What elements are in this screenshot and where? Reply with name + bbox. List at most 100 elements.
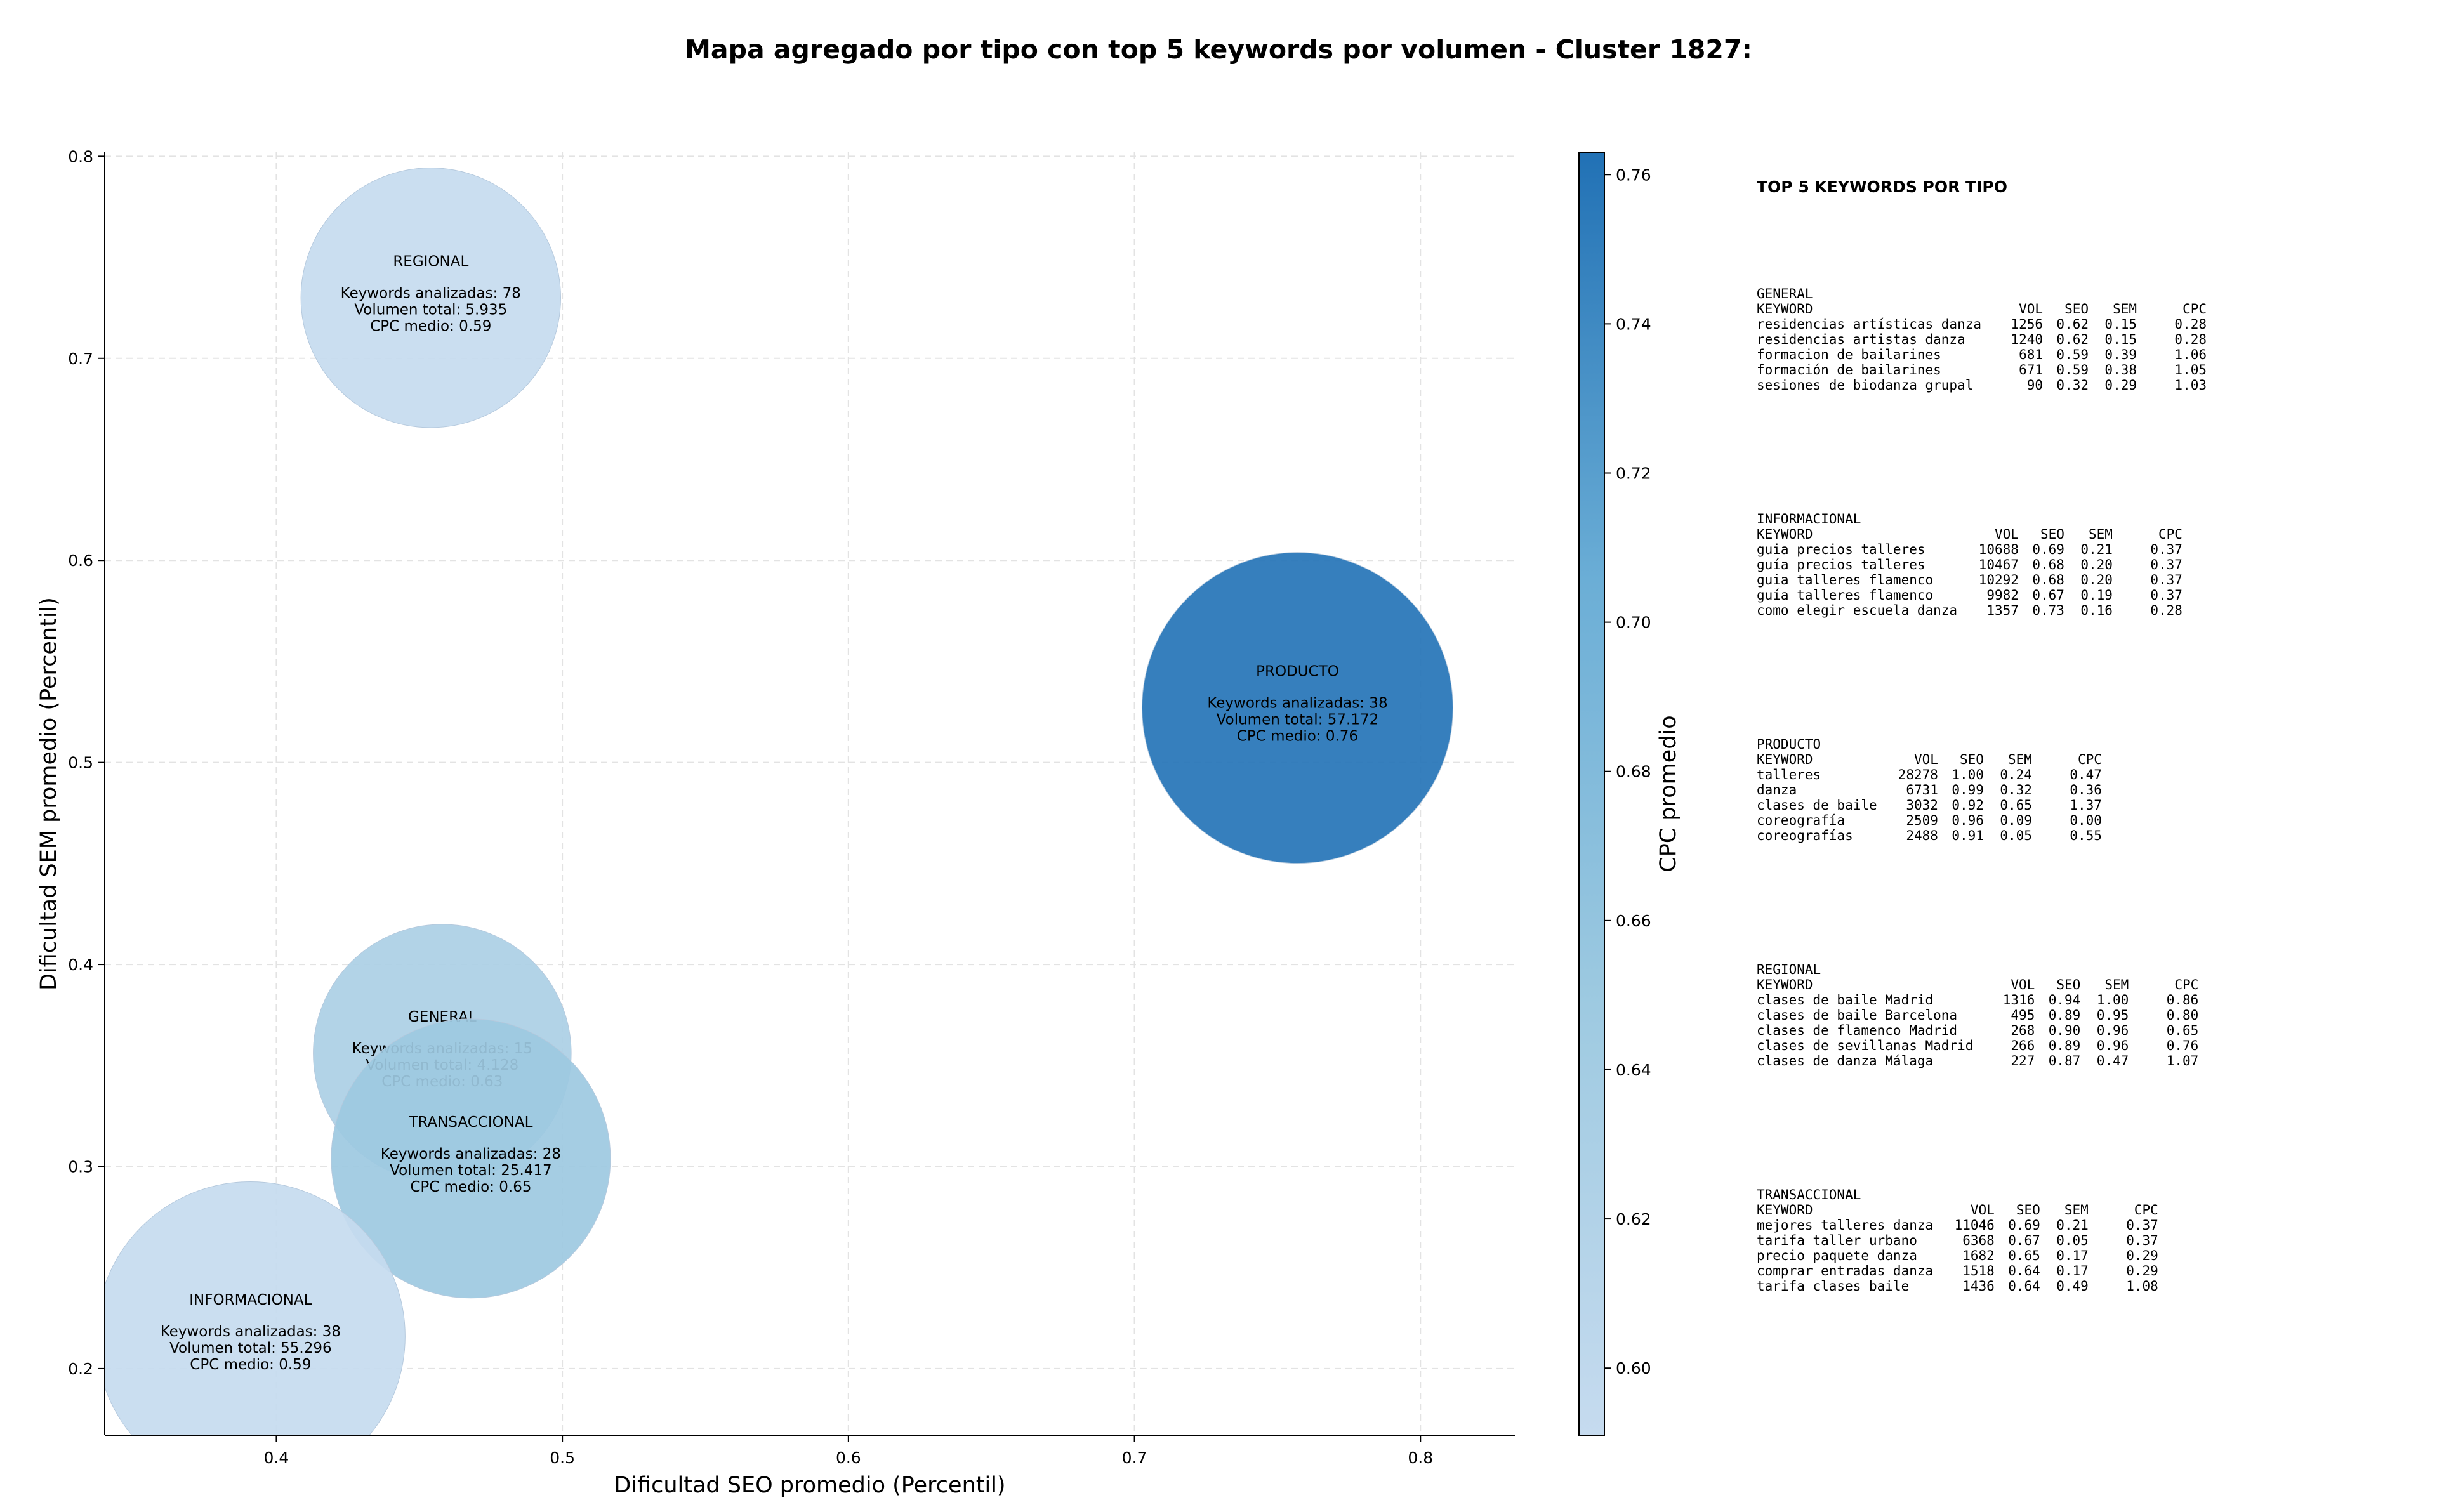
- keyword-cell-sem: 0.15: [2104, 332, 2137, 347]
- keyword-cell-cpc: CPC: [2077, 752, 2102, 767]
- keyword-cell-seo: 0.62: [2056, 332, 2089, 347]
- keyword-cell-cpc: 1.07: [2166, 1053, 2199, 1068]
- keyword-cell-vol: 10292: [1978, 572, 2019, 588]
- keyword-cell-vol: 3032: [1906, 798, 1938, 813]
- keyword-cell-vol: VOL: [1994, 527, 2019, 542]
- keyword-row: clases de baile Barcelona 495 0.89 0.95 0.80: [1757, 1008, 2417, 1023]
- keyword-table-header: KEYWORD VOL SEO SEM CPC: [1757, 1202, 2417, 1218]
- bubble-label: CPC medio: 0.76: [1237, 728, 1358, 745]
- colorbar-tick-label: 0.76: [1616, 166, 1651, 184]
- colorbar-tick-label: 0.66: [1616, 912, 1651, 930]
- keyword-cell-sem: 0.29: [2104, 378, 2137, 393]
- y-tick-label: 0.2: [68, 1360, 93, 1378]
- keyword-cell-keyword: clases de baile Madrid: [1757, 992, 1934, 1008]
- keyword-row: clases de baile Madrid 1316 0.94 1.00 0.86: [1757, 992, 2417, 1008]
- keyword-cell-keyword: formacion de bailarines: [1757, 347, 1941, 362]
- keyword-row: clases de flamenco Madrid 268 0.90 0.96 0.65: [1757, 1023, 2417, 1038]
- keyword-cell-cpc: 0.28: [2150, 603, 2183, 618]
- keyword-cell-seo: 0.99: [1952, 782, 1984, 798]
- keyword-cell-seo: SEO: [2016, 1202, 2040, 1218]
- keyword-cell-seo: 0.32: [2056, 378, 2089, 393]
- keyword-row: residencias artísticas danza 1256 0.62 0.15…: [1757, 317, 2417, 332]
- keyword-cell-keyword: talleres: [1757, 767, 1821, 782]
- bubble-group: TRANSACCIONAL Keywords analizadas: 28Volu…: [331, 1018, 611, 1299]
- keyword-row: precio paquete danza 1682 0.65 0.17 0.29: [1757, 1248, 2417, 1263]
- y-tick-label: 0.4: [68, 956, 93, 974]
- keyword-cell-cpc: 0.76: [2166, 1038, 2199, 1053]
- y-tick-label: 0.5: [68, 754, 93, 772]
- x-tick-label: 0.8: [1408, 1449, 1433, 1467]
- keyword-cell-sem: 0.05: [2056, 1233, 2089, 1248]
- colorbar-label: CPC promedio: [1656, 715, 1681, 872]
- keyword-cell-cpc: CPC: [2134, 1202, 2158, 1218]
- bubble: [105, 1181, 406, 1435]
- bubble-group: INFORMACIONAL Keywords analizadas: 38Volu…: [105, 1181, 406, 1435]
- keyword-cell-vol: 266: [2011, 1038, 2035, 1053]
- keyword-cell-sem: 0.95: [2096, 1008, 2129, 1023]
- keyword-cell-keyword: tarifa taller urbano: [1757, 1233, 1917, 1248]
- keyword-cell-vol: 1436: [1962, 1279, 1995, 1294]
- keyword-cell-keyword: guía talleres flamenco: [1757, 588, 1934, 603]
- keyword-cell-seo: 0.73: [2032, 603, 2064, 618]
- keyword-cell-sem: 0.15: [2104, 317, 2137, 332]
- keyword-cell-sem: 0.65: [2000, 798, 2032, 813]
- colorbar-tick-label: 0.64: [1616, 1061, 1651, 1079]
- keyword-cell-vol: 1682: [1962, 1248, 1995, 1263]
- keyword-cell-seo: SEO: [2056, 977, 2081, 992]
- bubble-label: Keywords analizadas: 38: [161, 1324, 341, 1340]
- keyword-group-general: GENERAL KEYWORD VOL SEO SEM CPC residencias ar…: [1757, 286, 2417, 511]
- keyword-cell-vol: 495: [2011, 1008, 2035, 1023]
- keyword-cell-seo: 0.62: [2056, 317, 2089, 332]
- keyword-row: danza 6731 0.99 0.32 0.36: [1757, 782, 2417, 798]
- keyword-cell-cpc: 0.37: [2126, 1218, 2158, 1233]
- keyword-cell-sem: SEM: [2064, 1202, 2089, 1218]
- keyword-cell-keyword: tarifa clases baile: [1757, 1279, 1910, 1294]
- keyword-cell-cpc: 0.37: [2150, 542, 2183, 557]
- chart-title: Mapa agregado por tipo con top 5 keyword…: [685, 34, 1752, 65]
- keyword-cell-vol: VOL: [2019, 301, 2043, 317]
- keyword-cell-sem: 0.20: [2080, 557, 2113, 572]
- keyword-cell-keyword: clases de danza Málaga: [1757, 1053, 1934, 1068]
- bubble-label: Volumen total: 25.417: [390, 1162, 552, 1179]
- keyword-cell-sem: 0.32: [2000, 782, 2032, 798]
- keyword-cell-sem: 0.05: [2000, 828, 2032, 843]
- keyword-cell-seo: 0.90: [2048, 1023, 2081, 1038]
- keyword-cell-cpc: 0.28: [2174, 332, 2207, 347]
- keyword-cell-keyword: KEYWORD: [1757, 1202, 1813, 1218]
- keyword-cell-seo: 0.96: [1952, 813, 1984, 828]
- keyword-cell-sem: 0.21: [2080, 542, 2113, 557]
- keyword-cell-vol: 1240: [2011, 332, 2043, 347]
- keyword-cell-sem: 0.17: [2056, 1263, 2089, 1279]
- keyword-cell-sem: SEM: [2088, 527, 2113, 542]
- keyword-cell-cpc: 1.03: [2174, 378, 2207, 393]
- keyword-cell-vol: 1256: [2011, 317, 2043, 332]
- keyword-table-header: KEYWORD VOL SEO SEM CPC: [1757, 301, 2417, 317]
- keyword-cell-sem: 0.24: [2000, 767, 2032, 782]
- keyword-cell-vol: 6368: [1962, 1233, 1995, 1248]
- keyword-cell-keyword: guia talleres flamenco: [1757, 572, 1934, 588]
- keyword-row: clases de sevillanas Madrid 266 0.89 0.96 0.…: [1757, 1038, 2417, 1053]
- bubble-label: CPC medio: 0.65: [410, 1179, 531, 1195]
- keyword-cell-sem: 1.00: [2096, 992, 2129, 1008]
- keyword-cell-seo: 0.65: [2008, 1248, 2040, 1263]
- keyword-row: formación de bailarines 671 0.59 0.38 1.05: [1757, 362, 2417, 378]
- keyword-cell-keyword: residencias artísticas danza: [1757, 317, 1982, 332]
- keyword-cell-vol: 90: [2026, 378, 2043, 393]
- keyword-cell-seo: 0.67: [2032, 588, 2064, 603]
- bubble-label: INFORMACIONAL: [189, 1292, 312, 1308]
- keyword-row: como elegir escuela danza 1357 0.73 0.16 0.2…: [1757, 603, 2417, 618]
- keyword-cell-cpc: 0.29: [2126, 1263, 2158, 1279]
- keyword-cell-cpc: 1.05: [2174, 362, 2207, 378]
- y-tick-label: 0.8: [68, 147, 93, 166]
- keyword-cell-cpc: 0.36: [2070, 782, 2102, 798]
- keyword-cell-keyword: precio paquete danza: [1757, 1248, 1917, 1263]
- bubble: [1141, 552, 1453, 864]
- keyword-cell-seo: 0.89: [2048, 1038, 2081, 1053]
- keyword-table-header: KEYWORD VOL SEO SEM CPC: [1757, 527, 2417, 542]
- keyword-cell-vol: 9982: [1986, 588, 2019, 603]
- keyword-cell-cpc: 0.55: [2070, 828, 2102, 843]
- keyword-cell-vol: 1518: [1962, 1263, 1995, 1279]
- keyword-cell-keyword: KEYWORD: [1757, 301, 1813, 317]
- keyword-cell-sem: 0.09: [2000, 813, 2032, 828]
- colorbar-tick-label: 0.60: [1616, 1359, 1651, 1377]
